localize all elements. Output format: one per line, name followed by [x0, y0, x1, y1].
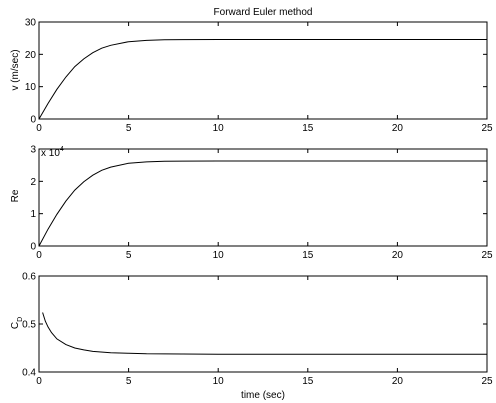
y-tick-label: 0.4 — [22, 368, 36, 379]
x-tick-label: 0 — [36, 376, 42, 387]
y-tick-label: 30 — [25, 18, 37, 29]
x-tick-label: 5 — [126, 376, 132, 387]
x-tick-label: 20 — [392, 250, 404, 261]
chart-title: Forward Euler method — [214, 7, 313, 18]
y-tick-label: 0 — [30, 115, 36, 126]
panel-velocity: v (m/sec) 0 5 10 15 20 25 0 10 20 30 — [10, 18, 493, 135]
plot-frame — [38, 148, 488, 247]
panel-drag: CD time (sec) 0 5 10 15 20 25 0.4 0.5 0.6 — [10, 272, 493, 402]
y-tick-label: 0 — [30, 242, 36, 253]
x-tick-label: 20 — [392, 123, 404, 134]
x-tick-label: 0 — [36, 123, 42, 134]
xlabel-time: time (sec) — [241, 390, 285, 401]
plot-frame — [38, 275, 488, 373]
plot-frame — [38, 21, 488, 120]
x-tick-label: 25 — [481, 250, 493, 261]
ylabel-drag: CD — [10, 317, 24, 329]
series-line — [38, 160, 487, 247]
series-line — [42, 312, 487, 355]
exponent-base: x 10 — [41, 148, 60, 159]
ylabel-reynolds: Re — [10, 189, 21, 202]
ylabel-drag-sub: D — [17, 317, 24, 322]
exponent-label: x 104 — [41, 146, 64, 159]
x-tick-label: 5 — [126, 123, 132, 134]
y-tick-label: 3 — [30, 145, 36, 156]
x-tick-label: 25 — [481, 376, 493, 387]
y-tick-label: 0.5 — [22, 320, 36, 331]
panel-reynolds: Re x 104 0 5 10 15 20 25 0 1 2 3 — [10, 145, 493, 262]
y-tick-label: 0.6 — [22, 272, 36, 283]
y-tick-label: 1 — [30, 209, 36, 220]
y-tick-label: 10 — [25, 82, 37, 93]
x-tick-label: 25 — [481, 123, 493, 134]
x-tick-label: 10 — [213, 123, 225, 134]
x-tick-label: 0 — [36, 250, 42, 261]
series-line — [38, 39, 487, 120]
x-tick-label: 15 — [302, 250, 314, 261]
x-tick-label: 15 — [302, 123, 314, 134]
x-tick-label: 10 — [213, 250, 225, 261]
y-tick-label: 2 — [30, 177, 36, 188]
ylabel-drag-main: C — [10, 322, 21, 329]
x-tick-label: 5 — [126, 250, 132, 261]
x-tick-label: 10 — [213, 376, 225, 387]
x-tick-label: 15 — [302, 376, 314, 387]
y-tick-label: 20 — [25, 50, 37, 61]
ylabel-velocity: v (m/sec) — [10, 49, 21, 90]
x-tick-label: 20 — [392, 376, 404, 387]
